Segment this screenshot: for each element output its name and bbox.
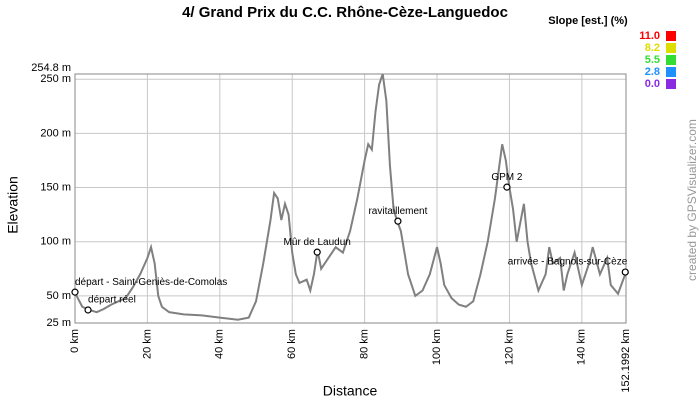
legend-swatch [666,55,676,65]
legend-label: 11.0 [639,30,660,42]
x-tick-label: 40 km [214,329,226,359]
x-tick-label: 80 km [359,329,371,359]
legend-title: Slope [est.] (%) [548,15,628,27]
x-tick-label: 0 km [69,329,81,353]
y-tick-label: 50 m [47,290,71,302]
y-axis-label: Elevation [5,176,21,234]
elevation-line [74,73,627,321]
x-tick-label: 140 km [576,329,588,365]
legend-swatch [666,31,676,41]
y-tick-label: 254.8 m [31,62,71,74]
waypoint [71,288,79,296]
legend-swatch [666,79,676,89]
y-tick-label: 150 m [40,181,71,193]
legend-swatch [666,67,676,77]
legend-label: 2.8 [645,66,660,78]
plot-frame [74,73,627,324]
waypoint-label: Mûr de Laudun [284,237,351,248]
y-tick-label: 25 m [47,317,71,329]
legend-swatch [666,43,676,53]
x-axis-label: Distance [323,383,378,399]
chart-title: 4/ Grand Prix du C.C. Rhône-Cèze-Langued… [182,4,508,21]
x-tick-label: 60 km [286,329,298,359]
waypoint-label: départ réel [88,295,136,306]
y-tick-label: 200 m [40,127,71,139]
legend-label: 0.0 [645,78,660,90]
waypoint-label: arrivée - Bagnols-sur-Cèze [508,257,628,268]
legend-label: 5.5 [645,54,660,66]
x-tick-label: 120 km [503,329,515,365]
x-tick-label: 100 km [431,329,443,365]
waypoint [394,217,402,225]
waypoint [503,183,511,191]
waypoint [313,248,321,256]
waypoint-label: GPM 2 [491,172,523,183]
x-tick-label: 152.1992 km [620,329,632,393]
credit: created by GPSVisualizer.com [685,119,699,281]
waypoint-label: ravitaillement [368,206,427,217]
legend-label: 8.2 [645,42,660,54]
y-tick-label: 250 m [40,73,71,85]
waypoint [621,268,629,276]
waypoint-label: départ - Saint-Geniès-de-Comolas [75,277,227,288]
y-tick-label: 100 m [40,236,71,248]
x-tick-label: 20 km [141,329,153,359]
waypoint [84,306,92,314]
